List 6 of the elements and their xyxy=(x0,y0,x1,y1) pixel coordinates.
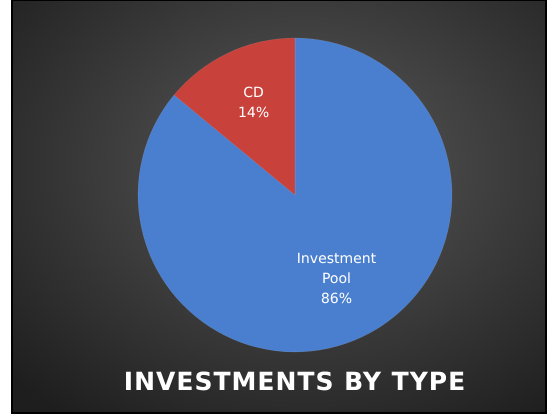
slice-label: Investment Pool xyxy=(296,251,377,288)
slice-label: CD xyxy=(243,84,264,101)
pie-slice xyxy=(138,38,452,352)
data-label: 14% xyxy=(238,104,270,121)
data-label: 86% xyxy=(320,291,352,308)
text: INVESTMENTS BY TYPE xyxy=(124,367,466,396)
